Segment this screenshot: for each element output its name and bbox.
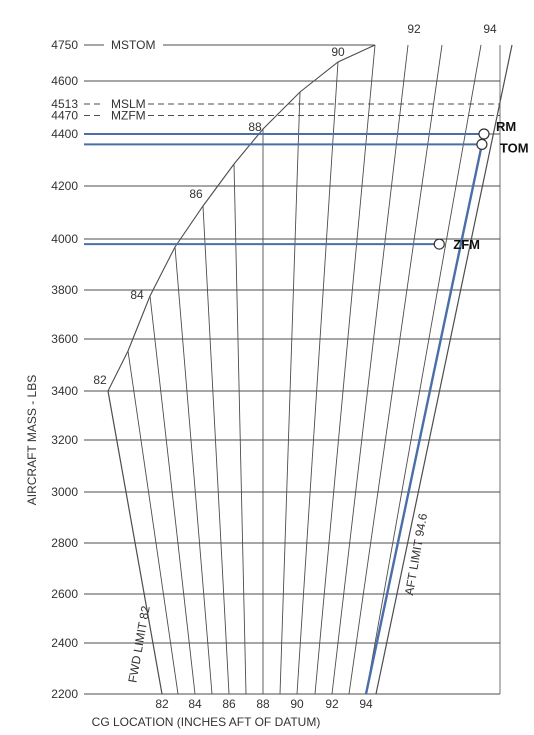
cg-line [149,295,196,695]
chart-grid [84,44,501,695]
envelope-curve-label: 84 [130,288,144,302]
cg-line [233,163,247,695]
x-tick-label: 90 [290,697,304,711]
cg-line [365,44,482,695]
point-marker-tom [476,138,488,150]
cg-line [107,390,163,695]
cg-line [202,205,230,695]
envelope-lines [107,44,513,695]
x-tick-label: 84 [188,697,202,711]
cg-line [279,91,301,695]
envelope-curve-label: 88 [248,120,262,134]
limit-label-mzfm: MZFM [111,108,146,122]
y-tick-label: 4513 [51,97,78,111]
forward-envelope-curve [107,44,376,392]
y-axis-title: AIRCRAFT MASS - LBS [25,375,39,505]
cg-line [314,44,376,695]
x-tick-label: 92 [325,697,339,711]
point-label-rm: RM [496,119,516,134]
x-axis-title: CG LOCATION (INCHES AFT OF DATUM) [92,715,321,729]
cg-line [348,44,443,695]
x-tick-label: 86 [222,697,236,711]
y-tick-label: 4200 [51,179,78,193]
limit-label-mstom: MSTOM [111,38,155,52]
loading-cg-line [364,144,484,695]
x-top-tick-label: 94 [483,22,497,36]
x-tick-label: 82 [155,697,169,711]
loading-lines [84,128,490,695]
y-tick-label: 2800 [51,536,78,550]
x-top-tick-label: 92 [407,22,421,36]
point-label-zfm: ZFM [453,237,480,252]
cg-line [174,246,213,695]
y-tick-label: 4470 [51,108,78,122]
y-tick-label: 4400 [51,127,78,141]
cg-line [127,350,179,695]
y-tick-label: 2400 [51,636,78,650]
limit-label-mslm: MSLM [111,97,146,111]
point-label-tom: TOM [500,140,529,155]
y-tick-label: 2200 [51,687,78,701]
x-tick-label: 88 [256,697,270,711]
cg-line [375,44,513,695]
y-tick-label: 2600 [51,587,78,601]
y-tick-label: 3000 [51,485,78,499]
y-tick-label: 3600 [51,332,78,346]
y-tick-label: 3800 [51,283,78,297]
point-marker-rm [478,128,490,140]
cg-line [331,44,409,695]
x-tick-label: 94 [359,697,373,711]
fwd-limit-label: FWD LIMIT 82 [125,604,152,683]
chart-labels: 2200 2400 2600 2800 3000 3200 3400 3600 3800 4000… [25,22,529,729]
envelope-curve-label: 82 [93,373,107,387]
envelope-curve-label: 86 [189,187,203,201]
y-tick-label: 3200 [51,433,78,447]
aft-limit-label: AFT LIMIT 94.6 [402,512,430,596]
y-tick-label: 3400 [51,384,78,398]
point-marker-zfm [433,238,445,250]
envelope-curve-label: 90 [331,45,345,59]
y-tick-label: 4000 [51,232,78,246]
cg-line [296,61,339,695]
y-tick-label: 4600 [51,74,78,88]
y-tick-label: 4750 [51,38,78,52]
